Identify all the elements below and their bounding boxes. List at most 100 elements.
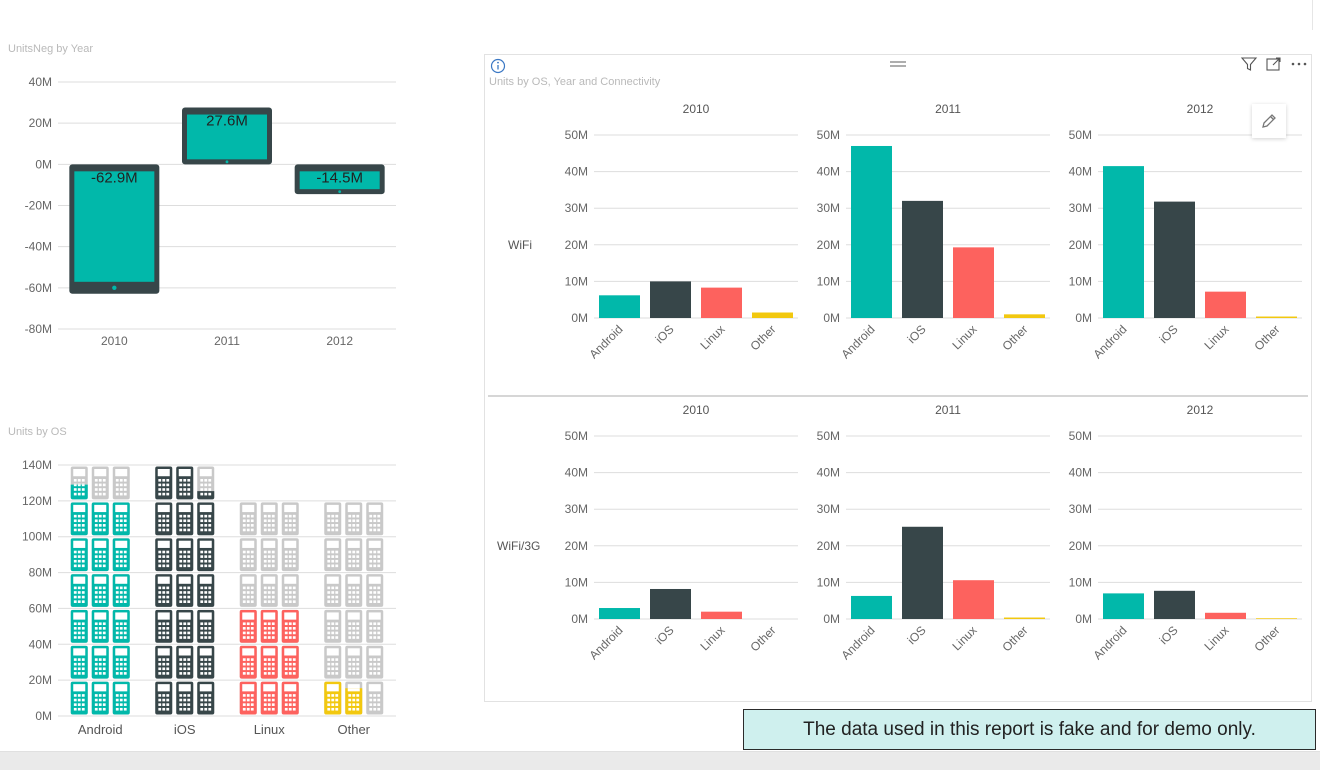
phone-key bbox=[158, 514, 162, 518]
phone-key bbox=[81, 559, 85, 563]
phone-key bbox=[369, 591, 373, 594]
units-by-os-year-connectivity-chart[interactable]: 2010 2010 2011 2011 2012 2012 WiFi WiFi/3G 50M 40… bbox=[486, 95, 1310, 700]
phone-key bbox=[288, 524, 292, 527]
x-tick-label: Android bbox=[838, 322, 877, 361]
filter-icon[interactable] bbox=[1240, 56, 1258, 72]
phone-key bbox=[250, 519, 254, 523]
column-header: 2011 bbox=[935, 403, 961, 417]
bar bbox=[1256, 316, 1297, 318]
phone-key bbox=[267, 627, 271, 630]
phone-key bbox=[348, 519, 352, 523]
phone-key bbox=[352, 586, 356, 590]
phone-key bbox=[98, 564, 102, 568]
phone-key bbox=[204, 528, 208, 532]
phone-key bbox=[204, 627, 208, 630]
phone-key bbox=[208, 672, 212, 675]
phone-key bbox=[335, 555, 339, 558]
bar bbox=[701, 287, 742, 318]
edit-button[interactable] bbox=[1252, 104, 1286, 138]
phone-key bbox=[208, 622, 212, 626]
phone-key bbox=[94, 694, 98, 697]
y-tick-label: 40M bbox=[565, 165, 588, 179]
drag-handle-icon[interactable] bbox=[888, 58, 908, 70]
phone-key bbox=[162, 586, 166, 590]
phone-key bbox=[288, 707, 292, 711]
phone-screen bbox=[73, 648, 86, 656]
phone-key bbox=[271, 591, 275, 594]
phone-key bbox=[77, 622, 81, 626]
phone-key bbox=[352, 519, 356, 523]
phone-key bbox=[284, 631, 288, 635]
phone-key bbox=[73, 559, 77, 563]
phone-key bbox=[204, 555, 208, 558]
phone-key bbox=[263, 662, 267, 666]
phone-screen bbox=[326, 576, 339, 584]
phone-key bbox=[179, 483, 183, 487]
unitsneg-chart[interactable]: 40M 20M 0M -20M -40M -60M -80M -62.9M 2010 27.6M 2… bbox=[0, 60, 410, 360]
phone-key bbox=[123, 559, 127, 563]
phone-key bbox=[284, 555, 288, 558]
phone-key bbox=[81, 492, 85, 496]
phone-key bbox=[271, 698, 275, 702]
phone-key bbox=[94, 519, 98, 523]
bar bbox=[1205, 612, 1246, 619]
x-tick-label: iOS bbox=[1157, 322, 1181, 346]
phone-key bbox=[356, 698, 360, 702]
phone-key bbox=[246, 550, 250, 554]
phone-key bbox=[377, 622, 381, 626]
phone-key bbox=[73, 707, 77, 711]
phone-key bbox=[94, 658, 98, 661]
phone-key bbox=[166, 627, 170, 630]
phone-key bbox=[179, 519, 183, 523]
phone-screen bbox=[73, 612, 86, 620]
phone-key bbox=[98, 550, 102, 554]
phone-icon-fill bbox=[260, 609, 278, 643]
phone-key bbox=[98, 514, 102, 518]
phone-key bbox=[250, 698, 254, 702]
phone-key bbox=[200, 528, 204, 532]
phone-key bbox=[179, 667, 183, 671]
phone-key bbox=[356, 667, 360, 671]
phone-key bbox=[204, 662, 208, 666]
phone-key bbox=[179, 555, 183, 558]
phone-key bbox=[123, 662, 127, 666]
phone-key bbox=[292, 600, 296, 603]
phone-key bbox=[292, 559, 296, 563]
phone-key bbox=[200, 488, 204, 491]
info-icon[interactable] bbox=[489, 57, 507, 75]
phone-key bbox=[102, 555, 106, 558]
phone-key bbox=[352, 555, 356, 558]
phone-key bbox=[288, 600, 292, 603]
phone-key bbox=[335, 672, 339, 675]
focus-mode-icon[interactable] bbox=[1265, 56, 1283, 72]
phone-key bbox=[162, 519, 166, 523]
phone-icon bbox=[239, 574, 257, 607]
phone-key bbox=[288, 694, 292, 697]
phone-key bbox=[102, 524, 106, 527]
units-by-os-chart[interactable]: 140M 120M 100M 80M 60M 40M 20M 0M Android iOS Linu… bbox=[0, 445, 410, 745]
phone-screen bbox=[263, 612, 276, 620]
phone-key bbox=[123, 591, 127, 594]
phone-key bbox=[246, 631, 250, 635]
phone-screen bbox=[157, 648, 170, 656]
phone-icon-fill bbox=[155, 466, 173, 500]
phone-key bbox=[77, 478, 81, 482]
phone-key bbox=[158, 550, 162, 554]
phone-key bbox=[183, 694, 187, 697]
phone-key bbox=[204, 483, 208, 487]
phone-key bbox=[373, 662, 377, 666]
phone-key bbox=[200, 478, 204, 482]
y-tick-label: 0M bbox=[35, 157, 52, 171]
y-tick-label: 30M bbox=[817, 201, 840, 215]
phone-screen bbox=[347, 504, 360, 513]
phone-key bbox=[187, 622, 191, 626]
more-options-icon[interactable] bbox=[1289, 56, 1309, 72]
x-tick-label: 2012 bbox=[326, 334, 353, 348]
phone-icon-fill bbox=[281, 645, 299, 679]
phone-key bbox=[187, 636, 191, 639]
phone-key bbox=[77, 484, 81, 487]
phone-key bbox=[123, 528, 127, 532]
phone-key bbox=[292, 586, 296, 590]
phone-key bbox=[102, 622, 106, 626]
phone-key bbox=[284, 667, 288, 671]
